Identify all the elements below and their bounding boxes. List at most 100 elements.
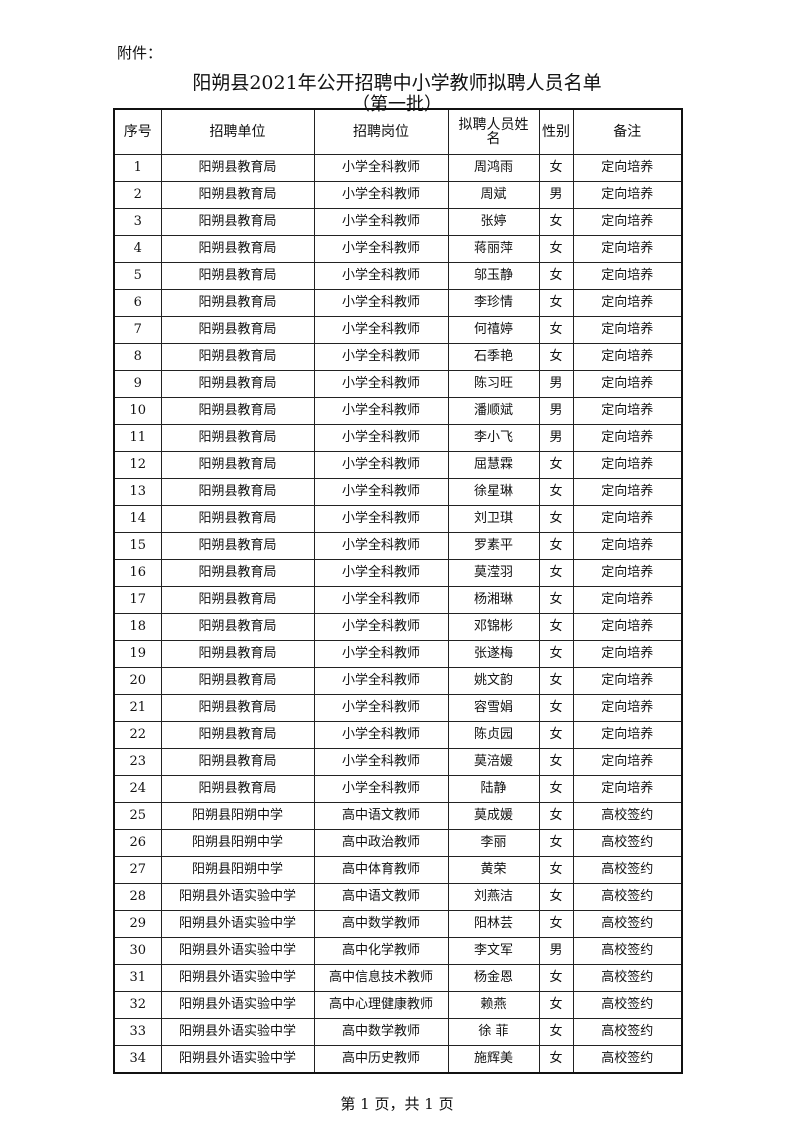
cell-name: 何禧婷 xyxy=(447,316,540,344)
cell-index: 28 xyxy=(113,883,162,911)
cell-name: 杨湘琳 xyxy=(447,586,540,614)
cell-position: 小学全科教师 xyxy=(313,289,449,317)
cell-gender: 女 xyxy=(538,532,574,560)
cell-index: 29 xyxy=(113,910,162,938)
document-title: 阳朔县2021年公开招聘中小学教师拟聘人员名单 xyxy=(192,72,602,94)
table-row: 33 阳朔县外语实验中学 高中数学教师徐 菲女高校签约 xyxy=(113,1018,683,1046)
cell-gender: 女 xyxy=(538,694,574,722)
cell-name: 陈习旺 xyxy=(447,370,540,398)
table-row: 16 阳朔县教育局 小学全科教师 莫滢羽女定向培养 xyxy=(113,559,683,587)
cell-name: 徐星琳 xyxy=(447,478,540,506)
cell-gender: 男 xyxy=(538,181,574,209)
cell-unit: 阳朔县教育局 xyxy=(160,505,315,533)
cell-remark: 定向培养 xyxy=(572,397,683,425)
cell-index: 34 xyxy=(113,1045,162,1074)
cell-index: 1 xyxy=(113,154,162,182)
cell-unit: 阳朔县外语实验中学 xyxy=(160,883,315,911)
cell-remark: 定向培养 xyxy=(572,559,683,587)
table-row: 14 阳朔县教育局 小学全科教师 刘卫琪女定向培养 xyxy=(113,505,683,533)
cell-unit: 阳朔县教育局 xyxy=(160,289,315,317)
cell-unit: 阳朔县教育局 xyxy=(160,451,315,479)
table-row: 20 阳朔县教育局 小学全科教师 姚文韵女定向培养 xyxy=(113,667,683,695)
cell-remark: 高校签约 xyxy=(572,1018,683,1046)
cell-unit: 阳朔县教育局 xyxy=(160,478,315,506)
table-row: 11 阳朔县教育局 小学全科教师 李小飞男定向培养 xyxy=(113,424,683,452)
cell-gender: 女 xyxy=(538,802,574,830)
cell-name: 黄荣 xyxy=(447,856,540,884)
cell-gender: 女 xyxy=(538,721,574,749)
table-row: 31 阳朔县外语实验中学 高中信息技术教师 杨金恩女高校签约 xyxy=(113,964,683,992)
cell-remark: 定向培养 xyxy=(572,721,683,749)
cell-position: 小学全科教师 xyxy=(313,424,449,452)
cell-name: 周斌 xyxy=(447,181,540,209)
cell-remark: 高校签约 xyxy=(572,937,683,965)
cell-unit: 阳朔县教育局 xyxy=(160,640,315,668)
cell-remark: 定向培养 xyxy=(572,154,683,182)
cell-unit: 阳朔县教育局 xyxy=(160,154,315,182)
cell-remark: 定向培养 xyxy=(572,181,683,209)
cell-position: 小学全科教师 xyxy=(313,775,449,803)
cell-remark: 定向培养 xyxy=(572,343,683,371)
cell-gender: 女 xyxy=(538,478,574,506)
cell-position: 高中化学教师 xyxy=(313,937,449,965)
cell-unit: 阳朔县外语实验中学 xyxy=(160,991,315,1019)
cell-position: 高中历史教师 xyxy=(313,1045,449,1074)
table-row: 5 阳朔县教育局 小学全科教师 邬玉静女定向培养 xyxy=(113,262,683,290)
cell-unit: 阳朔县外语实验中学 xyxy=(160,1018,315,1046)
cell-name: 徐 菲 xyxy=(447,1018,540,1046)
cell-remark: 定向培养 xyxy=(572,640,683,668)
table-row: 30 阳朔县外语实验中学 高中化学教师 李文军男高校签约 xyxy=(113,937,683,965)
cell-position: 小学全科教师 xyxy=(313,451,449,479)
cell-unit: 阳朔县阳朔中学 xyxy=(160,829,315,857)
cell-position: 小学全科教师 xyxy=(313,316,449,344)
cell-gender: 女 xyxy=(538,154,574,182)
table-row: 24 阳朔县教育局 小学全科教师 陆静女定向培养 xyxy=(113,775,683,803)
cell-unit: 阳朔县教育局 xyxy=(160,181,315,209)
cell-remark: 定向培养 xyxy=(572,316,683,344)
table-row: 25 阳朔县阳朔中学 高中语文教师 莫成媛女高校签约 xyxy=(113,802,683,830)
cell-position: 小学全科教师 xyxy=(313,640,449,668)
cell-remark: 定向培养 xyxy=(572,532,683,560)
cell-name: 张婷 xyxy=(447,208,540,236)
cell-unit: 阳朔县教育局 xyxy=(160,316,315,344)
cell-position: 小学全科教师 xyxy=(313,478,449,506)
cell-name: 容雪娟 xyxy=(447,694,540,722)
cell-position: 小学全科教师 xyxy=(313,505,449,533)
cell-index: 32 xyxy=(113,991,162,1019)
cell-gender: 女 xyxy=(538,289,574,317)
cell-name: 李丽 xyxy=(447,829,540,857)
cell-name: 石季艳 xyxy=(447,343,540,371)
cell-gender: 女 xyxy=(538,856,574,884)
cell-position: 小学全科教师 xyxy=(313,586,449,614)
cell-index: 26 xyxy=(113,829,162,857)
cell-name: 李小飞 xyxy=(447,424,540,452)
cell-position: 小学全科教师 xyxy=(313,181,449,209)
table-row: 32 阳朔县外语实验中学 高中心理健康教师 赖燕女高校签约 xyxy=(113,991,683,1019)
cell-gender: 女 xyxy=(538,910,574,938)
cell-remark: 定向培养 xyxy=(572,613,683,641)
cell-gender: 女 xyxy=(538,559,574,587)
cell-position: 小学全科教师 xyxy=(313,667,449,695)
cell-position: 高中政治教师 xyxy=(313,829,449,857)
cell-index: 4 xyxy=(113,235,162,263)
cell-unit: 阳朔县教育局 xyxy=(160,208,315,236)
header-position: 招聘岗位 xyxy=(313,108,449,155)
cell-gender: 女 xyxy=(538,991,574,1019)
cell-unit: 阳朔县教育局 xyxy=(160,748,315,776)
cell-index: 11 xyxy=(113,424,162,452)
cell-name: 阳林芸 xyxy=(447,910,540,938)
cell-remark: 定向培养 xyxy=(572,775,683,803)
cell-name: 潘顺斌 xyxy=(447,397,540,425)
cell-index: 20 xyxy=(113,667,162,695)
cell-index: 2 xyxy=(113,181,162,209)
cell-name: 施辉美 xyxy=(447,1045,540,1074)
cell-gender: 女 xyxy=(538,505,574,533)
cell-index: 22 xyxy=(113,721,162,749)
cell-index: 16 xyxy=(113,559,162,587)
cell-name: 刘卫琪 xyxy=(447,505,540,533)
cell-unit: 阳朔县教育局 xyxy=(160,370,315,398)
cell-remark: 高校签约 xyxy=(572,856,683,884)
cell-index: 23 xyxy=(113,748,162,776)
cell-name: 刘燕洁 xyxy=(447,883,540,911)
cell-remark: 定向培养 xyxy=(572,667,683,695)
